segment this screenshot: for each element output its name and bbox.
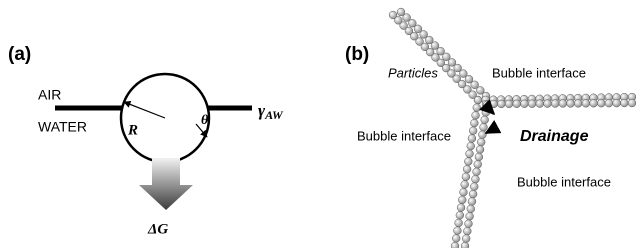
- bead: [470, 119, 478, 127]
- bead: [462, 173, 470, 181]
- energy-label: ΔG: [147, 221, 168, 237]
- panel-label: (b): [345, 44, 369, 65]
- bead: [481, 116, 489, 124]
- bead: [469, 127, 477, 135]
- bead: [466, 212, 474, 220]
- bead: [536, 100, 544, 108]
- bead: [480, 123, 488, 131]
- bead: [472, 111, 480, 119]
- interface-label: Bubble interface: [517, 174, 611, 189]
- bead: [505, 100, 513, 108]
- interface-label: Bubble interface: [492, 65, 586, 80]
- bead: [466, 150, 474, 158]
- energy-arrow: [139, 158, 193, 210]
- figure: (a) AIR WATER R θ γAW ΔG (b) Particles B…: [0, 0, 636, 248]
- bead: [472, 175, 480, 183]
- bead: [544, 100, 552, 108]
- bead: [467, 205, 475, 213]
- bead: [464, 158, 472, 166]
- bead: [463, 227, 471, 235]
- bead: [475, 153, 483, 161]
- bead: [605, 99, 613, 107]
- bead: [620, 99, 628, 107]
- bead: [513, 100, 521, 108]
- panel-label: (a): [8, 44, 31, 65]
- tension-label: γAW: [258, 101, 284, 122]
- bead: [473, 168, 481, 176]
- panel-a: (a) AIR WATER R θ γAW ΔG: [8, 44, 284, 237]
- bead: [458, 196, 466, 204]
- panel-b: (b) Particles Bubble interface Bubble in…: [345, 8, 636, 248]
- bead: [461, 181, 469, 189]
- bead: [590, 99, 598, 107]
- bead: [613, 99, 621, 107]
- interface-label: Bubble interface: [357, 128, 451, 143]
- bead: [460, 188, 468, 196]
- bead: [457, 204, 465, 212]
- angle-label: θ: [201, 113, 209, 128]
- bead: [465, 220, 473, 228]
- bead: [455, 219, 463, 227]
- bead: [454, 227, 462, 235]
- bead: [468, 198, 476, 206]
- bead: [463, 165, 471, 173]
- bead: [456, 211, 464, 219]
- bead: [478, 131, 486, 139]
- water-label: WATER: [38, 119, 87, 135]
- bead: [521, 100, 529, 108]
- bead: [628, 99, 636, 107]
- bead: [582, 99, 590, 107]
- air-label: AIR: [38, 87, 61, 103]
- bead: [461, 242, 469, 248]
- bead: [574, 99, 582, 107]
- bead: [452, 234, 460, 242]
- bead: [567, 100, 575, 108]
- drainage-arrow: [486, 127, 497, 133]
- bead: [451, 242, 459, 248]
- bead: [468, 135, 476, 143]
- bead: [470, 183, 478, 191]
- bead: [477, 138, 485, 146]
- drainage-label: Drainage: [520, 128, 589, 145]
- tension-subscript: AW: [264, 108, 284, 122]
- bead: [476, 146, 484, 154]
- bead: [467, 142, 475, 150]
- bead: [597, 99, 605, 107]
- bead: [474, 96, 482, 104]
- bead: [469, 190, 477, 198]
- bead: [474, 160, 482, 168]
- bead: [497, 100, 505, 108]
- bead: [462, 235, 470, 243]
- bead: [528, 100, 536, 108]
- bead: [473, 104, 481, 112]
- bead: [559, 100, 567, 108]
- particles-label: Particles: [388, 65, 438, 80]
- radius-label: R: [127, 122, 138, 138]
- bead: [551, 100, 559, 108]
